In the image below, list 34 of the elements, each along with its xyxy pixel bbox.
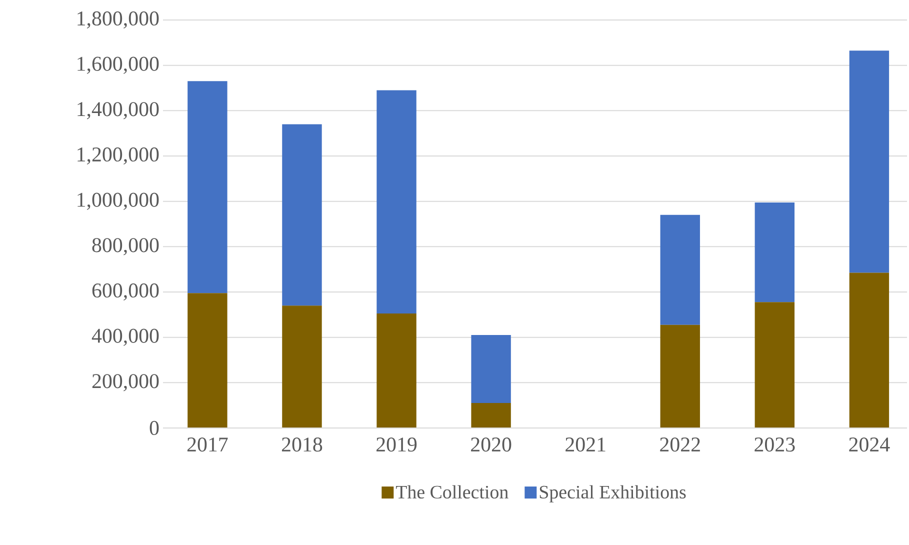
- bar: [471, 335, 511, 404]
- y-tick-label: 800,000: [92, 238, 159, 256]
- x-tick-label: 2020: [471, 438, 512, 452]
- y-tick-label: 1,800,000: [78, 11, 159, 29]
- bar: [660, 214, 700, 325]
- y-tick-label: 1,000,000: [78, 192, 159, 210]
- y-tick-label: 200,000: [92, 374, 159, 392]
- x-tick-label: 2023: [754, 438, 795, 452]
- bar: [376, 90, 416, 314]
- legend-label: The Collection: [396, 485, 508, 499]
- x-tick-label: 2019: [376, 438, 417, 452]
- bar: [849, 272, 890, 428]
- x-tick-label: 2024: [849, 438, 890, 452]
- bar: [188, 293, 228, 428]
- bar: [660, 324, 700, 428]
- bar: [376, 314, 416, 428]
- y-tick-label: 1,200,000: [78, 147, 159, 165]
- x-tick-label: 2021: [566, 438, 606, 452]
- bar: [471, 403, 511, 428]
- x-tick-label: 2022: [660, 438, 700, 452]
- y-tick-label: 1,600,000: [78, 56, 159, 74]
- y-tick-label: 600,000: [92, 283, 159, 301]
- bar: [849, 50, 890, 273]
- bar: [282, 124, 322, 306]
- bar: [282, 306, 322, 428]
- legend-label: Special Exhibitions: [540, 485, 686, 502]
- y-tick-label: 0: [150, 420, 159, 436]
- bar: [188, 81, 228, 294]
- x-tick-label: 2017: [187, 438, 228, 452]
- y-tick-label: 400,000: [92, 328, 159, 346]
- bar: [754, 302, 795, 428]
- x-tick-label: 2018: [282, 438, 322, 452]
- bar: [754, 202, 795, 302]
- y-tick-label: 1,400,000: [78, 102, 159, 120]
